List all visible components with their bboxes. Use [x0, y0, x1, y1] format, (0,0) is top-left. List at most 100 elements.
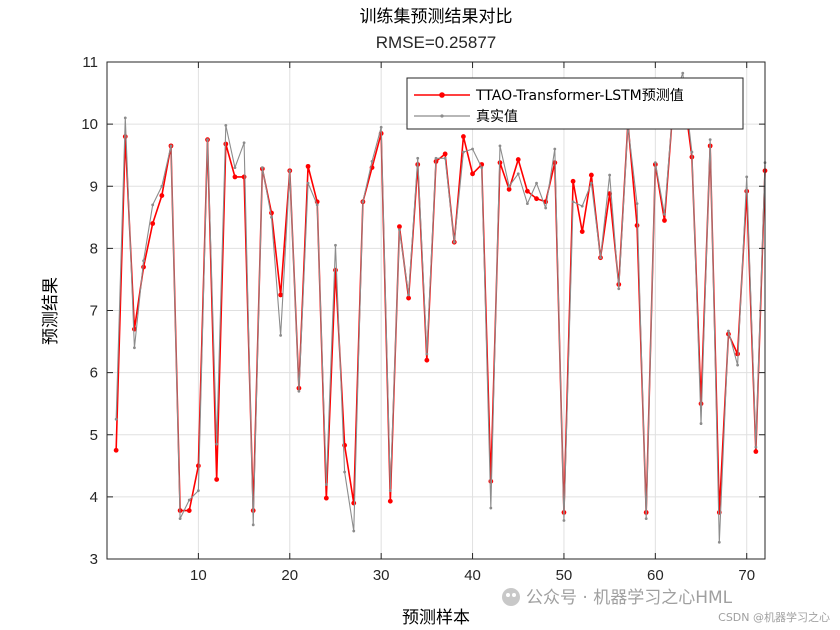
data-point-predicted — [424, 357, 430, 363]
data-point-actual — [516, 172, 520, 176]
data-point-actual — [215, 442, 219, 446]
x-tick-label: 20 — [281, 567, 298, 584]
data-point-actual — [690, 150, 694, 154]
data-point-actual — [142, 259, 145, 263]
data-point-predicted — [113, 447, 119, 453]
legend-box — [406, 77, 744, 130]
data-point-actual — [663, 212, 666, 216]
data-point-actual — [443, 156, 447, 160]
data-point-actual — [452, 240, 456, 244]
data-point-predicted — [214, 477, 220, 482]
data-point-predicted — [397, 224, 402, 230]
data-point-predicted — [406, 295, 411, 301]
data-point-predicted — [570, 178, 576, 184]
data-point-actual — [736, 363, 739, 367]
data-point-actual — [196, 489, 200, 493]
data-point-actual — [589, 181, 593, 185]
chart-title: 训练集预测结果对比 — [360, 7, 513, 27]
data-point-actual — [334, 243, 337, 247]
data-point-predicted — [150, 221, 156, 226]
data-point-actual — [361, 200, 365, 204]
data-point-actual — [462, 150, 465, 154]
data-point-actual — [306, 181, 310, 185]
legend-marker-predicted — [439, 92, 445, 98]
data-point-predicted — [515, 157, 521, 162]
data-point-actual — [471, 147, 474, 151]
wechat-icon-dot — [512, 593, 516, 597]
data-point-actual — [187, 498, 191, 502]
data-point-actual — [343, 470, 347, 474]
data-point-predicted — [753, 449, 759, 454]
x-tick-label: 10 — [190, 567, 207, 584]
legend-label-predicted: TTAO-Transformer-LSTM预测值 — [475, 88, 684, 104]
x-tick-label: 50 — [556, 567, 573, 584]
x-tick-label: 70 — [738, 567, 755, 584]
data-point-actual — [123, 116, 127, 120]
data-point-actual — [379, 125, 383, 129]
data-point-actual — [608, 173, 612, 177]
legend-marker-actual — [440, 114, 444, 118]
data-point-actual — [133, 346, 136, 350]
data-point-actual — [388, 489, 392, 493]
data-point-actual — [279, 333, 283, 337]
data-point-actual — [297, 389, 301, 393]
data-point-actual — [206, 138, 209, 142]
data-point-actual — [370, 160, 374, 163]
data-point-predicted — [506, 186, 512, 192]
data-point-predicted — [662, 218, 667, 223]
chart-subtitle: RMSE=0.25877 — [376, 33, 497, 52]
data-point-actual — [242, 141, 246, 145]
data-point-actual — [324, 483, 328, 486]
watermark-main: 公众号 · 机器学习之心HML — [526, 588, 733, 608]
data-point-predicted — [159, 193, 165, 198]
data-point-predicted — [634, 222, 640, 228]
data-point-actual — [754, 445, 758, 449]
data-point-actual — [251, 523, 255, 527]
data-point-actual — [260, 166, 264, 170]
data-point-actual — [489, 506, 493, 510]
data-point-predicted — [470, 171, 475, 177]
y-axis-label: 预测结果 — [41, 277, 61, 345]
y-tick-label: 8 — [90, 240, 98, 257]
tick-layer: 10 20 30 40 50 60 70 3 4 5 6 7 8 9 10 11 — [81, 54, 765, 584]
data-point-actual — [114, 417, 118, 421]
data-point-actual — [151, 203, 155, 207]
data-point-predicted — [305, 163, 311, 169]
data-point-actual — [270, 215, 273, 219]
data-point-predicted — [588, 172, 594, 178]
data-point-actual — [653, 161, 657, 165]
data-point-actual — [434, 156, 438, 160]
data-point-actual — [599, 256, 602, 260]
x-axis-label: 预测样本 — [402, 608, 470, 628]
y-tick-label: 3 — [90, 551, 98, 568]
legend: TTAO-Transformer-LSTM预测值 真实值 — [406, 77, 744, 130]
data-point-actual — [233, 166, 237, 170]
data-point-actual — [562, 519, 566, 522]
data-point-actual — [288, 169, 292, 173]
data-point-actual — [571, 200, 575, 204]
series-layer — [113, 71, 768, 544]
data-point-actual — [407, 293, 410, 297]
y-tick-label: 4 — [90, 489, 98, 506]
x-tick-label: 30 — [373, 567, 390, 584]
data-point-predicted — [524, 188, 530, 194]
data-point-actual — [553, 147, 557, 151]
data-point-predicted — [534, 196, 539, 202]
data-point-predicted — [323, 495, 329, 501]
data-point-actual — [717, 540, 721, 544]
data-point-actual — [416, 156, 420, 160]
data-point-actual — [480, 166, 484, 170]
watermark-csdn: CSDN @机器学习之心 — [718, 610, 830, 624]
data-point-actual — [745, 175, 749, 179]
data-point-predicted — [698, 401, 704, 407]
data-point-predicted — [488, 478, 494, 484]
y-tick-label: 6 — [90, 365, 98, 382]
data-point-predicted — [278, 292, 284, 298]
data-point-actual — [617, 287, 621, 291]
x-tick-label: 60 — [647, 567, 664, 584]
data-point-actual — [681, 71, 685, 75]
data-point-predicted — [579, 229, 585, 235]
legend-label-actual: 真实值 — [476, 109, 518, 125]
data-point-predicted — [387, 498, 393, 504]
wechat-icon-dot — [506, 593, 510, 597]
